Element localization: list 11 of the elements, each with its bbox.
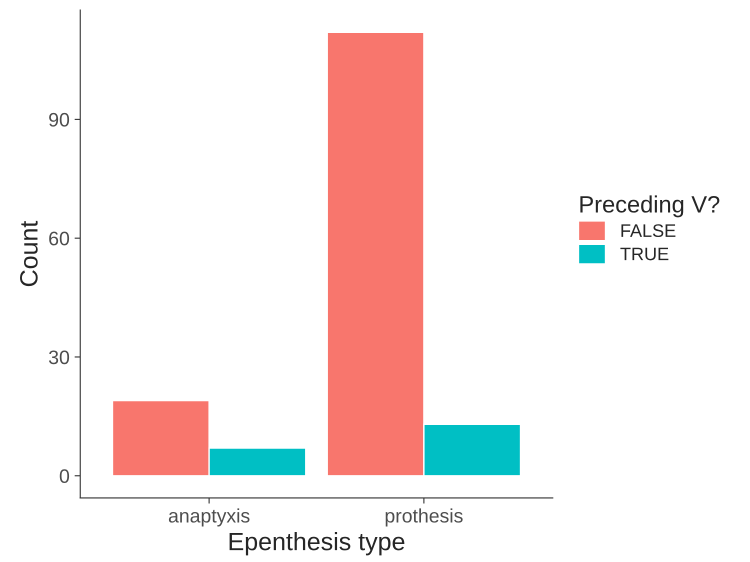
y-tick-label: 0 [60, 469, 70, 483]
y-tick-label: 60 [49, 232, 70, 246]
x-tick-label: prothesis [386, 508, 463, 526]
y-tick-label: 90 [49, 112, 70, 127]
legend-label: TRUE [620, 248, 668, 260]
x-tick-label: anaptyxis [168, 508, 250, 526]
x-axis-title: Epenthesis type [230, 532, 404, 556]
legend-title: Preceding V? [580, 195, 720, 218]
legend-label: FALSE [621, 224, 676, 238]
y-axis-title: Count [20, 220, 38, 286]
y-tick-label: 30 [48, 350, 70, 364]
